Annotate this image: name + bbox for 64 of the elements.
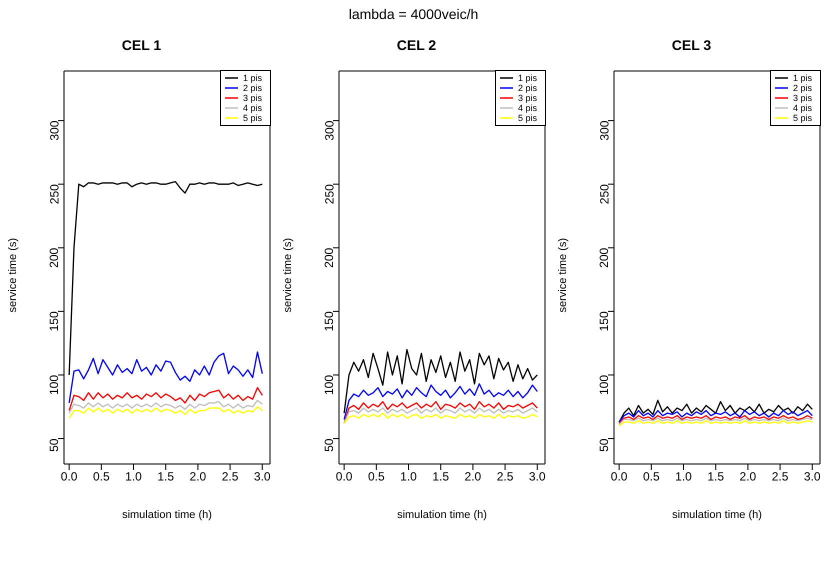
x-tick-label: 2.0: [740, 470, 757, 484]
y-tick-label: 300: [597, 120, 612, 141]
y-tick-label: 250: [597, 184, 612, 204]
y-tick-label: 200: [47, 247, 62, 268]
x-tick-label: 1.0: [400, 470, 418, 484]
x-tick-label: 0.5: [642, 470, 660, 484]
x-tick-label: 1.5: [707, 470, 724, 484]
x-tick-label: 0.0: [610, 470, 628, 484]
x-tick-label: 3.0: [254, 470, 271, 484]
y-tick-label: 250: [322, 184, 336, 204]
legend-label: 3 pis: [243, 93, 262, 103]
text: lambda = 4000veic/h: [348, 6, 478, 22]
x-tick-label: 1.5: [157, 470, 174, 484]
y-axis-title: service time (s): [282, 238, 294, 312]
legend-label: 2 pis: [793, 83, 812, 93]
chart-title: CEL 3: [670, 36, 712, 55]
x-tick-label: 2.5: [222, 470, 239, 484]
legend-label: 5 pis: [793, 113, 812, 123]
legend-label: 3 pis: [793, 93, 812, 103]
x-tick-label: 1.5: [432, 470, 450, 484]
y-tick-label: 200: [322, 247, 336, 268]
y-axis-title: service time (s): [6, 238, 19, 312]
x-axis-title: simulation time (h): [397, 509, 487, 521]
y-axis-title: service time (s): [556, 238, 569, 312]
y-tick-label: 300: [47, 120, 62, 141]
legend-label: 1 pis: [518, 73, 538, 83]
y-tick-label: 100: [47, 374, 62, 395]
legend-label: 1 pis: [243, 73, 262, 83]
chart-title: CEL 1: [120, 36, 162, 55]
y-tick-label: 200: [597, 247, 612, 268]
legend-label: 1 pis: [793, 73, 812, 83]
x-tick-label: 0.0: [336, 470, 353, 484]
y-tick-label: 300: [322, 120, 336, 141]
x-axis-title: simulation time (h): [122, 509, 212, 521]
legend-label: 4 pis: [243, 103, 262, 113]
y-tick-label: 50: [597, 438, 612, 452]
y-tick-label: 150: [47, 311, 62, 332]
x-axis-title: simulation time (h): [672, 509, 762, 521]
y-tick-label: 100: [322, 374, 336, 395]
y-tick-label: 250: [47, 184, 62, 204]
legend-label: 3 pis: [518, 93, 538, 103]
x-tick-label: 3.0: [528, 470, 546, 484]
legend-label: 5 pis: [518, 113, 538, 123]
x-tick-label: 2.5: [772, 470, 789, 484]
x-tick-label: 0.5: [368, 470, 385, 484]
y-tick-label: 100: [597, 374, 612, 395]
x-tick-label: 2.5: [496, 470, 514, 484]
x-tick-label: 2.0: [464, 470, 482, 484]
x-tick-label: 1.0: [675, 470, 692, 484]
legend-label: 2 pis: [518, 83, 538, 93]
legend-label: 5 pis: [243, 113, 262, 123]
x-tick-label: 2.0: [190, 470, 207, 484]
y-tick-label: 150: [322, 311, 336, 332]
x-tick-label: 1.0: [125, 470, 142, 484]
x-tick-label: 0.5: [92, 470, 110, 484]
x-tick-label: 3.0: [804, 470, 821, 484]
y-tick-label: 50: [322, 438, 336, 452]
y-tick-label: 150: [597, 311, 612, 332]
x-tick-label: 0.0: [60, 470, 78, 484]
legend-label: 4 pis: [793, 103, 812, 113]
y-tick-label: 50: [47, 438, 62, 452]
legend-label: 4 pis: [518, 103, 538, 113]
chart-title: CEL 2: [396, 36, 438, 55]
legend-label: 2 pis: [243, 83, 262, 93]
